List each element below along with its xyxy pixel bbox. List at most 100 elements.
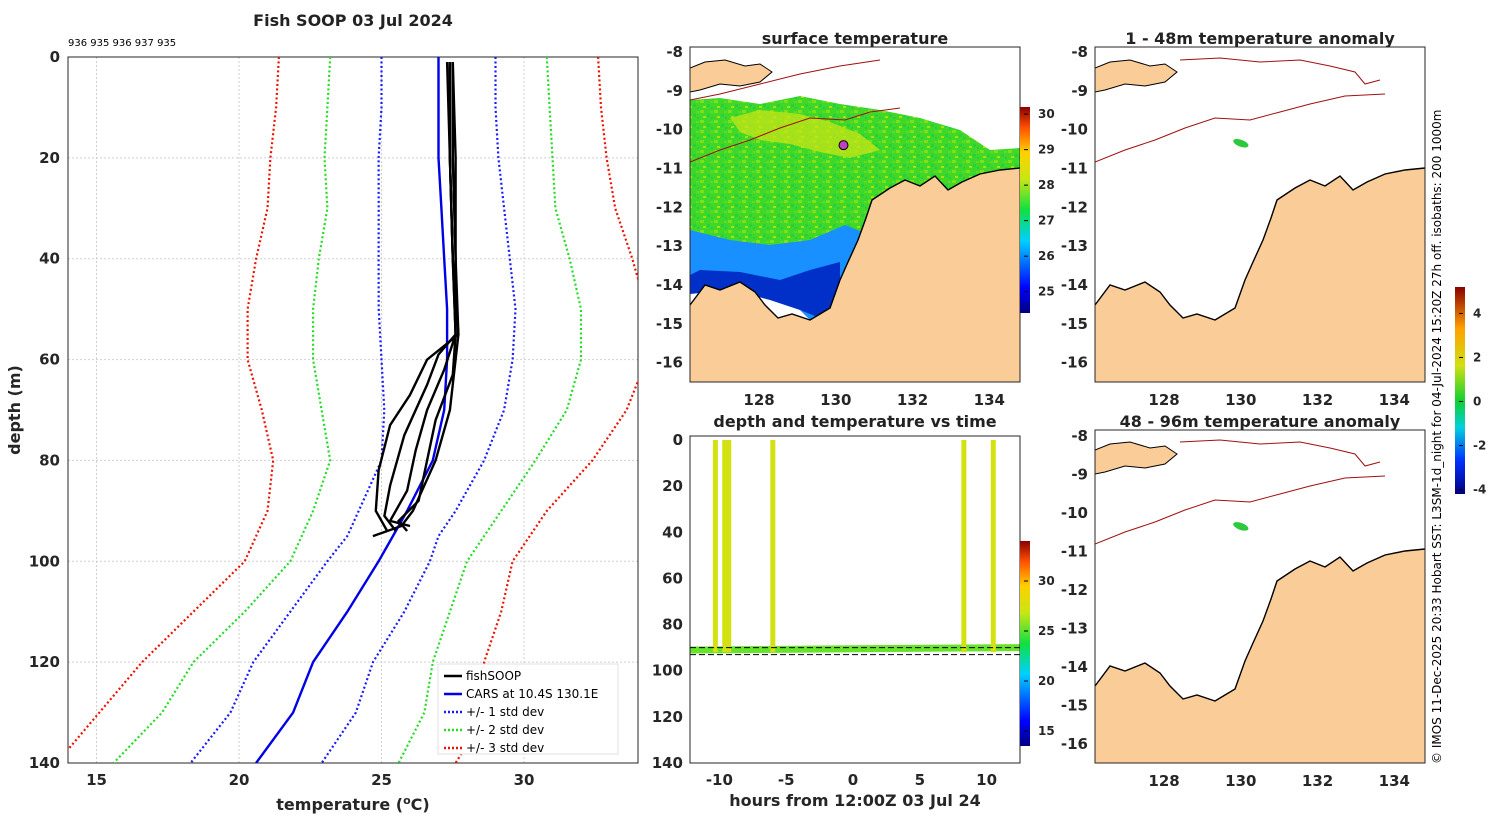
sst-map-y-tick-label: -11: [656, 159, 683, 177]
legend-label-std3: +/- 3 std dev: [466, 741, 544, 755]
profile-grid: [68, 56, 638, 764]
profile-legend: fishSOOP CARS at 10.4S 130.1E +/- 1 std …: [437, 663, 619, 755]
timeseries-x-label: hours from 12:00Z 03 Jul 24: [729, 791, 980, 810]
anomaly-map-2-y-tick-label: -11: [1061, 542, 1088, 560]
sst-map-x-tick-label: 128: [743, 391, 774, 409]
anomaly-map-1-title: 1 - 48m temperature anomaly: [1125, 29, 1395, 48]
anom2-anomaly-track: [1233, 522, 1249, 531]
timeseries-colorbar: [1020, 541, 1030, 746]
profile-y-tick-label: 40: [39, 250, 60, 268]
timeseries-colorbar-tick-label: 25: [1038, 624, 1055, 638]
std3-lower-line: [68, 57, 280, 752]
profile-y-tick-label: 80: [39, 451, 60, 469]
anomaly-map-1-y-tick-label: -11: [1061, 159, 1088, 177]
timeseries-y-tick-label: 100: [652, 662, 683, 680]
sst-map-y-tick-label: -8: [666, 43, 683, 61]
sst-map-y-tick-label: -16: [656, 354, 683, 372]
timeseries-x-ticks: -10 -5 0 5 10: [706, 771, 997, 789]
legend-label-std2: +/- 2 std dev: [466, 723, 544, 737]
anom1-isobath-200: [1095, 93, 1386, 163]
anom2-island-land: [1095, 441, 1178, 475]
anomaly-map-2-axes-box: [1094, 429, 1426, 764]
anomaly-colorbar-ticks: 4 2 0 -2 -4: [1459, 306, 1486, 497]
timeseries-y-tick-label: 80: [662, 616, 683, 634]
anomaly-colorbar-tick-label: 2: [1473, 350, 1481, 364]
anomaly-colorbar-tick-label: 4: [1473, 306, 1481, 320]
anomaly-map-1-y-tick-label: -16: [1061, 354, 1088, 372]
sst-map-y-tick-label: -9: [666, 82, 683, 100]
sst-map-y-tick-label: -12: [656, 198, 683, 216]
anomaly-map-1-y-tick-label: -13: [1061, 237, 1088, 255]
anomaly-map-2-panel: 48 - 96m temperature anomaly 128 130 132 13…: [1061, 412, 1426, 790]
anomaly-map-2-x-tick-label: 128: [1148, 772, 1179, 790]
cars-climatology-line: [255, 57, 449, 763]
profile-y-tick-label: 0: [50, 48, 60, 66]
sst-isobath-1000: [690, 59, 881, 101]
anomaly-map-2-y-tick-label: -10: [1061, 504, 1088, 522]
anomaly-map-1-panel: 1 - 48m temperature anomaly 128 130 132 134…: [1061, 29, 1426, 409]
std2-upper-line: [397, 57, 583, 763]
timeseries-y-tick-label: 20: [662, 477, 683, 495]
timeseries-x-tick-label: -10: [706, 771, 733, 789]
fishsoop-cast-line: [372, 61, 460, 538]
profile-axes-box: [67, 56, 639, 764]
std1-lower-line: [189, 57, 386, 763]
anomaly-map-1-y-tick-label: -8: [1071, 43, 1088, 61]
anom1-isobath-1000: [1179, 57, 1381, 85]
anom1-anomaly-track: [1233, 138, 1249, 148]
timeseries-title: depth and temperature vs time: [713, 412, 996, 431]
timeseries-colorbar-tick-label: 20: [1038, 674, 1055, 688]
timeseries-x-tick-label: 10: [976, 771, 997, 789]
anomaly-map-2-y-tick-label: -13: [1061, 619, 1088, 637]
profile-y-label: depth (m): [5, 365, 24, 455]
anomaly-map-2-y-tick-label: -16: [1061, 735, 1088, 753]
sst-colorbar-tick-label: 28: [1038, 178, 1055, 192]
sst-map-panel: surface temperature 128 130 132 134 -8 -9 -10…: [656, 29, 1055, 409]
sst-isobath-200: [690, 107, 901, 163]
anomaly-colorbar-tick-label: -4: [1473, 483, 1486, 497]
profile-y-tick-label: 120: [29, 653, 60, 671]
anomaly-map-2-x-tick-label: 130: [1225, 772, 1256, 790]
anomaly-map-1-x-tick-label: 132: [1302, 391, 1333, 409]
anomaly-colorbar-tick-label: -2: [1473, 439, 1486, 453]
std2-lower-line: [112, 57, 332, 763]
sst-map-y-tick-label: -13: [656, 237, 683, 255]
timeseries-background: [690, 436, 1020, 763]
sst-field-cloud: [820, 60, 1010, 130]
profile-panel: Fish SOOP 03 Jul 2024 936 935 936 937 93…: [5, 11, 639, 814]
timeseries-y-tick-label: 120: [652, 708, 683, 726]
profile-x-tick-label: 15: [86, 771, 107, 789]
fishsoop-cast-line: [396, 62, 457, 532]
sst-colorbar: [1020, 107, 1030, 313]
timeseries-y-tick-label: 0: [673, 431, 683, 449]
profile-y-tick-label: 20: [39, 149, 60, 167]
anomaly-map-2-y-tick-label: -8: [1071, 427, 1088, 445]
sst-map-y-tick-label: -15: [656, 315, 683, 333]
profile-y-ticks: 0 20 40 60 80 100 120 140: [29, 48, 60, 772]
anom2-coastline: [1095, 548, 1425, 702]
anomaly-map-2-y-tick-label: -15: [1061, 696, 1088, 714]
timeseries-colorbar-tick-label: 30: [1038, 574, 1055, 588]
anom1-island-land: [1095, 59, 1178, 93]
profile-x-tick-label: 20: [229, 771, 250, 789]
anom2-isobath-1000: [1179, 439, 1381, 467]
credit-text: © IMOS 11-Dec-2025 20:33 Hobart SST: L3S…: [1430, 110, 1444, 765]
timeseries-colorbar-tick-label: 15: [1038, 724, 1055, 738]
sst-map-x-tick-label: 134: [974, 391, 1005, 409]
anomaly-colorbar-group: 4 2 0 -2 -4: [1455, 287, 1486, 497]
sst-position-marker: [838, 140, 849, 151]
anomaly-map-2-x-ticks: 128 130 132 134: [1148, 772, 1410, 790]
anomaly-map-1-y-tick-label: -10: [1061, 121, 1088, 139]
anomaly-map-1-y-tick-label: -9: [1071, 82, 1088, 100]
profile-x-ticks: 15 20 25 30: [86, 771, 534, 789]
timeseries-panel: depth and temperature vs time -10 -5 0 5 10 …: [652, 412, 1055, 810]
profile-y-tick-label: 60: [39, 351, 60, 369]
anom2-land: [1095, 549, 1425, 763]
anomaly-map-2-y-tick-label: -9: [1071, 465, 1088, 483]
sst-map-x-tick-label: 132: [897, 391, 928, 409]
anomaly-map-1-axes-box: [1094, 46, 1426, 383]
legend-label-std1: +/- 1 std dev: [466, 705, 544, 719]
anom2-isobath-200: [1095, 475, 1386, 545]
sst-map-y-ticks: -8 -9 -10 -11 -12 -13 -14 -15 -16: [656, 43, 683, 372]
